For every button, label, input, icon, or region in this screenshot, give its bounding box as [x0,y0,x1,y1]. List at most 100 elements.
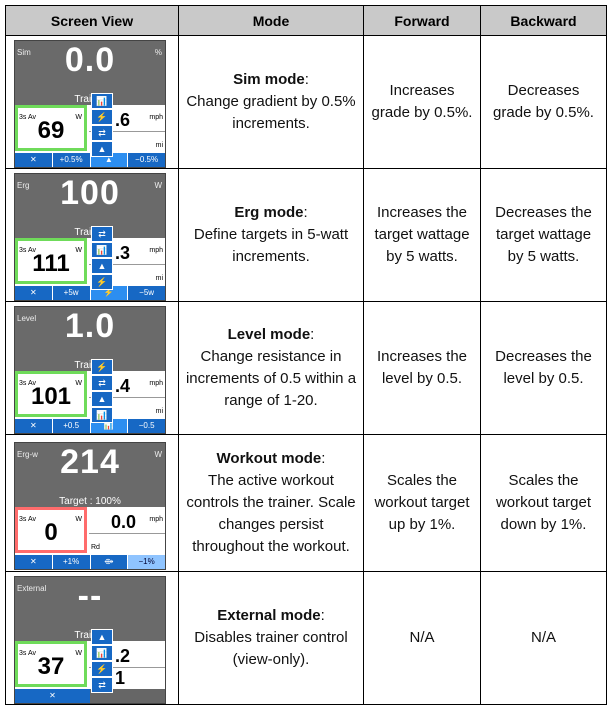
screen-view-cell: Level 1.0 Trainer 3s Av W 101 .4 mph [5,301,179,435]
table-row-workout: Erg-w W 214 Target : 100% 3s Av W 0 0.0 [5,434,607,572]
increase-button[interactable]: +0.5 [53,419,91,433]
backward-cell: N/A [480,571,607,705]
mountain-icon[interactable]: ▲ [91,629,113,645]
backward-cell: Decreases grade by 0.5%. [480,35,607,169]
link-icon[interactable]: ⟴ [91,555,129,569]
screen-view-cell: External -- Trainer 3s Av W 37 .2 1 [5,571,179,705]
close-icon[interactable]: ✕ [15,419,53,433]
screen-unit: W [154,450,162,459]
decrease-button[interactable]: −0.5 [138,421,155,430]
mode-title: Erg mode [234,204,304,221]
box-unit: W [75,650,82,657]
box-label: 3s Av [19,114,36,121]
backward-cell: Decreases the level by 0.5. [480,301,607,435]
mode-title: Workout mode [216,450,322,467]
right-value: .2 [115,646,131,666]
mode-cell: Workout mode: The active workout control… [178,434,364,572]
screen-mode-label: Sim [17,48,31,57]
mode-cell: External mode: Disables trainer control … [178,571,364,705]
screen-view-cell: Sim % 0.0 Trainer 3s Av W 69 .6 m [5,35,179,169]
box-value: 101 [30,383,72,410]
swap-icon[interactable]: ⇄ [91,677,113,693]
device-screen-erg: Erg W 100 Trainer 3s Av W 111 .3 [14,173,166,301]
screen-unit: % [154,48,162,57]
chart-icon[interactable]: 📊 [91,407,113,423]
right-unit-top: mph [149,380,163,387]
header-forward: Forward [363,5,481,36]
close-icon[interactable]: ✕ [15,555,53,569]
chart-icon[interactable]: 📊 [91,93,113,109]
device-screen-external: External -- Trainer 3s Av W 37 .2 1 [14,576,166,704]
mode-description: Disables trainer control (view-only). [194,629,348,668]
bolt-icon[interactable]: ⚡ [91,661,113,677]
mountain-icon[interactable]: ▲ [91,141,113,157]
forward-cell: Increases grade by 0.5%. [363,35,481,169]
close-icon[interactable]: ✕ [15,286,53,300]
screen-mode-label: Erg-w [17,450,38,459]
right-unit-bottom: mi [155,142,163,149]
bolt-icon[interactable]: ⚡ [91,359,113,375]
box-unit: W [75,380,82,387]
mode-description: Change resistance in increments of 0.5 w… [185,348,357,409]
screen-subtitle: Target : 100% [59,496,121,507]
right-unit-top: mph [149,114,163,121]
forward-cell: Scales the workout target up by 1%. [363,434,481,572]
screen-subtitle: Trainer [74,94,106,105]
decrease-button[interactable]: −1% [128,555,165,569]
screen-unit: W [154,181,162,190]
close-icon[interactable]: ✕ [49,691,56,700]
right-unit-bottom: mi [155,275,163,282]
mode-cell: Level mode: Change resistance in increme… [178,301,364,435]
screen-subtitle: Trainer [74,360,106,371]
swap-icon[interactable]: ⇄ [91,125,113,141]
screen-view-cell: Erg-w W 214 Target : 100% 3s Av W 0 0.0 [5,434,179,572]
box-label: 3s Av [19,516,36,523]
mode-cell: Sim mode: Change gradient by 0.5% increm… [178,35,364,169]
swap-icon[interactable]: ⇄ [91,226,113,242]
header-row: Screen View Mode Forward Backward [5,5,607,36]
box-label: 3s Av [19,650,36,657]
right-value: .6 [115,110,131,130]
bolt-icon[interactable]: ⚡ [91,274,113,290]
mode-description: Change gradient by 0.5% increments. [186,93,356,132]
right-value-2: 1 [115,668,126,688]
table-row-external: External -- Trainer 3s Av W 37 .2 1 [5,571,607,705]
mode-description: Define targets in 5-watt increments. [193,226,349,265]
table-row-level: Level 1.0 Trainer 3s Av W 101 .4 mph [5,301,607,435]
backward-cell: Scales the workout target down by 1%. [480,434,607,572]
right-unit-top: mph [149,247,163,254]
screen-subtitle: Trainer [74,630,106,641]
increase-button[interactable]: +5w [53,286,91,300]
screen-big-value: 0.0 [64,41,116,79]
forward-cell: N/A [363,571,481,705]
right-rd-label: Rd [91,544,100,551]
increase-button[interactable]: +1% [53,555,91,569]
box-label: 3s Av [19,247,36,254]
modes-table: Screen View Mode Forward Backward Sim % … [5,5,607,705]
screen-big-value: -- [77,577,103,615]
decrease-button[interactable]: −0.5% [135,155,159,164]
screen-big-value: 214 [60,443,120,481]
box-unit: W [75,114,82,121]
right-value: .3 [115,243,131,263]
bolt-icon[interactable]: ⚡ [91,109,113,125]
close-icon[interactable]: ✕ [15,153,53,167]
screen-mode-label: Level [17,314,37,323]
chart-icon[interactable]: 📊 [91,645,113,661]
mode-cell: Erg mode: Define targets in 5-watt incre… [178,168,364,302]
box-value: 37 [37,653,65,680]
mountain-icon[interactable]: ▲ [91,258,113,274]
header-backward: Backward [480,5,607,36]
increase-button[interactable]: +0.5% [53,153,91,167]
device-screen-workout: Erg-w W 214 Target : 100% 3s Av W 0 0.0 [14,442,166,570]
mountain-icon[interactable]: ▲ [91,391,113,407]
forward-cell: Increases the target wattage by 5 watts. [363,168,481,302]
screen-big-value: 1.0 [64,307,116,345]
chart-icon[interactable]: 📊 [91,242,113,258]
swap-icon[interactable]: ⇄ [91,375,113,391]
decrease-button[interactable]: −5w [139,288,155,297]
screen-subtitle: Trainer [74,227,106,238]
device-screen-sim: Sim % 0.0 Trainer 3s Av W 69 .6 m [14,40,166,168]
screen-mode-label: External [17,584,47,593]
mode-title: Level mode [227,326,311,343]
